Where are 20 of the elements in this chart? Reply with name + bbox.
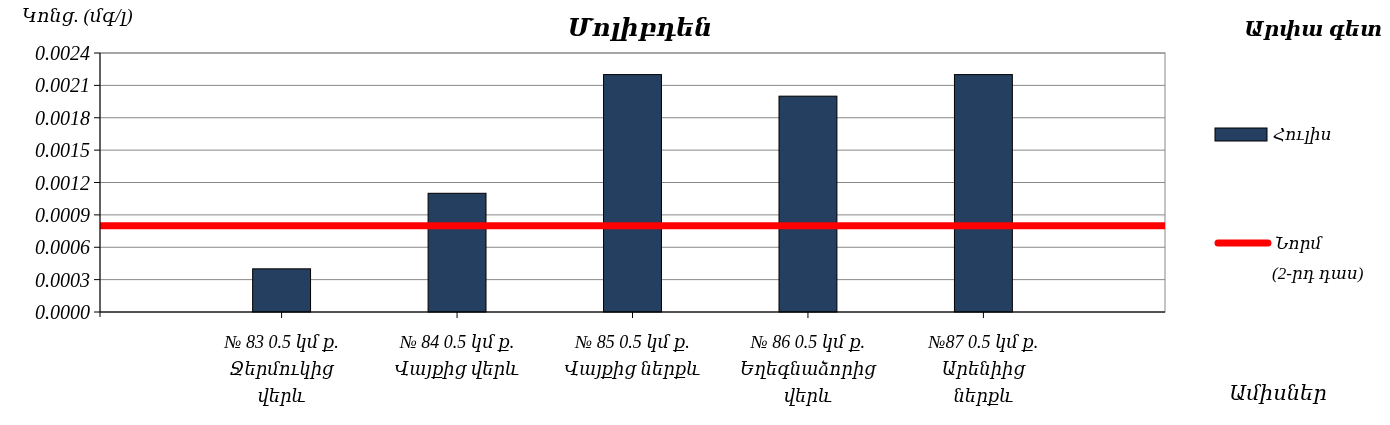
x-tick-label: № 84 0.5 կմ ք. Վայքից վերև	[394, 332, 520, 379]
x-axis-title: Ամիսներ	[1229, 381, 1327, 405]
y-tick-label: 0.0003	[35, 268, 90, 291]
y-tick-label: 0.0009	[35, 203, 90, 226]
y-tick-label: 0.0000	[35, 301, 90, 323]
y-tick-label: 0.0021	[35, 74, 90, 97]
x-tick-label: № 83 0.5 կմ ք. Ջերմուկից վերև	[223, 332, 339, 406]
legend-label: Հուլիս	[1273, 125, 1332, 144]
legend-label: Նորմ (2-րդ դաս)	[1272, 234, 1364, 283]
chart-title: Մոլիբդեն	[567, 14, 713, 41]
y-tick-label: 0.0018	[35, 106, 90, 129]
x-tick-label: №87 0.5 կմ ք. Արենիից ներքև	[927, 332, 1039, 406]
y-tick-label: 0.0006	[35, 236, 90, 259]
y-tick-label: 0.0015	[35, 139, 90, 162]
x-tick-label: № 86 0.5 կմ ք. Եղեգնաձորից վերև	[740, 332, 878, 406]
y-tick-label: 0.0024	[35, 42, 90, 64]
y-tick-label: 0.0012	[35, 171, 90, 194]
y-axis-title: Կոնց. (մգ/լ)	[22, 5, 133, 27]
text: Արփա գետ	[1244, 17, 1382, 41]
x-tick-label: № 85 0.5 կմ ք. Վայքից ներքև	[564, 332, 701, 379]
